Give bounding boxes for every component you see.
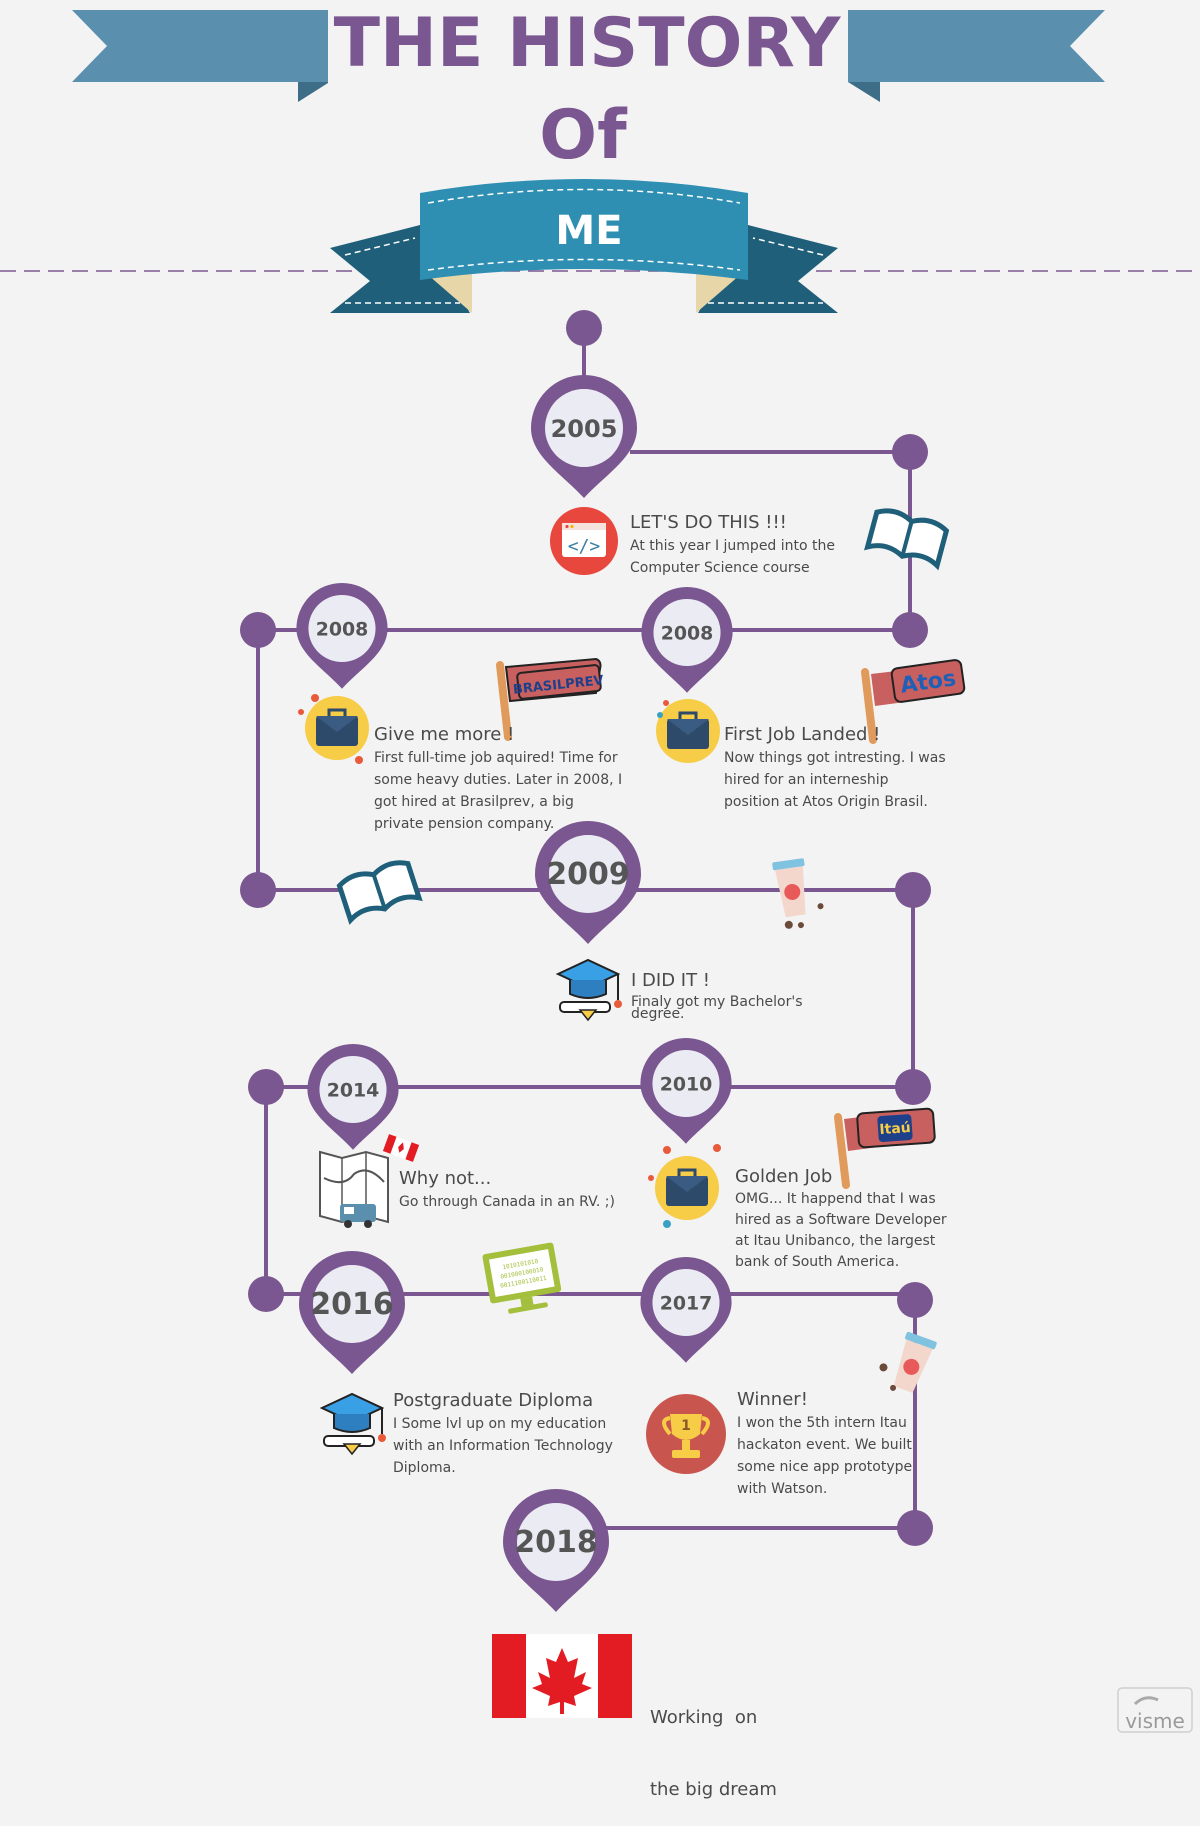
me-ribbon [330,179,838,313]
text-line: bank of South America. [735,1254,900,1270]
text-line: the big dream [650,1779,777,1800]
trophy-number: 1 [681,1418,691,1434]
itau-label: Itaú [879,1120,911,1138]
coffee-cup-icon [879,1331,937,1393]
pin-2016: 2016 [299,1251,405,1374]
milestone-text-2017: I won the 5th intern Itau hackaton event… [737,1412,912,1500]
graduation-cap-icon [319,1392,386,1456]
book-icon [864,508,950,571]
text-line: with Watson. [737,1481,828,1497]
history-infographic: THE HISTORY Of ME 2005 2008 [0,4,1200,1733]
canada-flag-icon [492,1634,632,1718]
text-line: position at Atos Origin Brasil. [724,794,928,810]
text-line: OMG... It happend that I was [735,1191,936,1207]
milestone-heading-2009: I DID IT ! [631,970,711,991]
milestone-text-2009: Finaly got my Bachelor's degree. [631,994,803,1022]
text-line: hired as a Software Developer [735,1212,947,1228]
text-line: Now things got intresting. I was [724,750,946,766]
milestone-heading-2018: Working on the big dream [650,1658,777,1826]
pin-2010: 2010 [640,1037,732,1144]
monitor-icon: 1010101010 001000100010 0011100110011 [482,1242,562,1314]
title-line-3: ME [555,208,622,254]
briefcase-icon [656,699,720,763]
milestone-heading-2005: LET'S DO THIS !!! [630,512,787,533]
itau-flag: Itaú [834,1107,936,1189]
milestone-heading-2008-right: First Job Landed ! [724,724,881,745]
text-line: private pension company. [374,816,555,832]
pin-2014: 2014 [307,1043,399,1150]
milestone-heading-2010: Golden Job [735,1166,833,1187]
svg-text:2016: 2016 [310,1287,394,1322]
graduation-cap-icon [555,958,622,1022]
timeline-dots [240,310,933,1546]
milestone-text-2005: At this year I jumped into the Computer … [630,535,835,579]
milestone-text-2014: Go through Canada in an RV. ;) [399,1191,615,1213]
svg-text:</>: </> [568,536,601,557]
svg-text:2009: 2009 [546,857,630,892]
briefcase-icon [648,1144,721,1228]
map-rv-icon [319,1150,389,1228]
briefcase-icon [298,694,369,764]
pin-2008-left: 2008 [296,582,388,689]
visme-label: visme [1125,1709,1185,1733]
milestone-heading-2014: Why not... [399,1168,492,1189]
svg-text:2010: 2010 [660,1073,713,1095]
milestone-text-2008-left: First full-time job aquired! Time for so… [374,747,622,835]
svg-text:2008: 2008 [316,618,369,640]
text-line: Computer Science course [630,560,810,576]
trophy-icon: 1 [646,1394,726,1474]
text-line: I Some lvl up on my education [393,1416,607,1432]
coffee-cup-icon [772,858,824,929]
milestone-heading-2008-left: Give me more ! [374,724,515,745]
right-banner [848,10,1105,102]
title-line-1: THE HISTORY [334,4,841,83]
left-banner [72,10,328,102]
milestone-heading-2017: Winner! [737,1389,808,1410]
text-line: hired for an interneship [724,772,889,788]
visme-logo: visme [1117,1687,1193,1733]
book-icon [336,860,423,925]
canada-flag-small-icon [382,1134,420,1162]
text-line: at Itau Unibanco, the largest [735,1233,936,1249]
svg-text:2018: 2018 [514,1525,598,1560]
text-line: First full-time job aquired! Time for [374,750,618,766]
text-line: hackaton event. We built [737,1437,912,1453]
text-line: Working on [650,1707,758,1728]
pin-2005: 2005 [531,375,637,498]
pin-2008-right: 2008 [641,586,733,693]
text-line: degree. [631,1006,685,1022]
pin-2017: 2017 [640,1256,732,1363]
text-line: Diploma. [393,1460,456,1476]
svg-text:2008: 2008 [661,622,714,644]
pin-2018: 2018 [503,1489,609,1612]
text-line: some heavy duties. Later in 2008, I [374,772,623,788]
milestone-text-2010: OMG... It happend that I was hired as a … [735,1189,947,1273]
text-line: some nice app prototype [737,1459,913,1475]
text-line: got hired at Brasilprev, a big [374,794,574,810]
text-line: Go through Canada in an RV. ;) [399,1194,615,1210]
svg-text:2014: 2014 [327,1079,380,1101]
svg-text:2005: 2005 [551,415,618,443]
milestone-heading-2016: Postgraduate Diploma [393,1390,594,1411]
text-line: I won the 5th intern Itau [737,1415,907,1431]
milestone-text-2008-right: Now things got intresting. I was hired f… [724,747,946,813]
code-window-icon: </> [550,507,618,575]
text-line: At this year I jumped into the [630,538,836,554]
text-line: Finaly got my Bachelor's [631,994,803,1010]
svg-text:2017: 2017 [660,1292,713,1314]
brasilprev-flag: BRASILPREV [496,657,604,741]
title-line-2: Of [539,96,628,175]
pin-2009: 2009 [535,821,641,944]
milestone-text-2016: I Some lvl up on my education with an In… [393,1413,613,1479]
atos-flag: Atos [861,659,966,744]
text-line: with an Information Technology [393,1438,613,1454]
